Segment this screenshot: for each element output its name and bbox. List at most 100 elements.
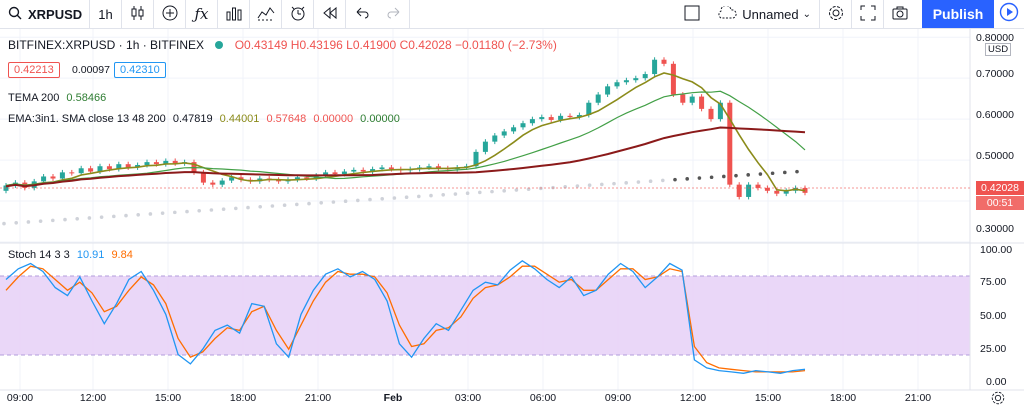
- tema-dot: [307, 201, 311, 206]
- candle-body: [689, 96, 695, 103]
- candle-body: [294, 177, 300, 180]
- publish-button[interactable]: Publish: [922, 0, 994, 28]
- candle-body: [210, 182, 216, 185]
- candle-body: [482, 141, 488, 152]
- sell-price-box[interactable]: 0.42213: [8, 62, 60, 78]
- buy-price-box[interactable]: 0.42310: [114, 62, 166, 78]
- candle-body: [78, 168, 84, 174]
- tema-dot: [795, 169, 799, 174]
- stoch-tick-4: 0.00: [986, 376, 1007, 388]
- settings-button[interactable]: [820, 0, 852, 28]
- tema-dot: [502, 189, 507, 193]
- tema-legend: TEMA 200 0.58466: [8, 92, 106, 104]
- candle-body: [370, 169, 376, 172]
- time-label: 12:00: [679, 392, 707, 404]
- symbol-label: XRPUSD: [28, 6, 83, 22]
- play-button[interactable]: [994, 2, 1024, 27]
- candle-body: [783, 190, 789, 194]
- tema-dot: [392, 196, 397, 200]
- tema-dot: [51, 218, 55, 223]
- candle-body: [106, 166, 112, 170]
- compare-button[interactable]: [250, 0, 282, 28]
- candle-body: [153, 162, 159, 165]
- stoch-tick-2: 50.00: [980, 310, 1007, 322]
- tema-dot: [221, 207, 226, 211]
- tema-dot: [575, 184, 580, 188]
- top-toolbar: XRPUSD 1h ƒx Unnamed ⌄ Publis: [0, 0, 1024, 29]
- candle-body: [360, 169, 366, 172]
- candle-body: [623, 80, 629, 83]
- indicators-button[interactable]: ƒx: [186, 0, 218, 28]
- close-value: C0.42028: [399, 38, 452, 52]
- time-label: 21:00: [304, 392, 332, 404]
- bars-icon: [225, 4, 243, 25]
- stoch-d-value: 9.84: [111, 249, 133, 261]
- candle-body: [633, 78, 639, 81]
- tema-dot: [661, 178, 665, 183]
- candle-body: [605, 86, 611, 95]
- time-label: 18:00: [229, 392, 257, 404]
- chart-type-button[interactable]: [122, 0, 154, 28]
- candle-body: [558, 115, 564, 120]
- time-label: 15:00: [754, 392, 782, 404]
- layout-icon: [683, 4, 701, 25]
- layout-name-button[interactable]: Unnamed ⌄: [708, 0, 820, 28]
- layout-button[interactable]: [676, 0, 708, 28]
- sma13-line: [5, 72, 806, 192]
- redo-button[interactable]: [378, 0, 410, 28]
- ema-label: EMA:3in1. SMA close 13 48 200: [8, 113, 166, 125]
- candle-body: [238, 177, 244, 180]
- symbol-title: BITFINEX:XRPUSD · 1h · BITFINEX: [8, 38, 205, 52]
- candle-body: [332, 172, 338, 175]
- last-price-tag: 0.42028: [976, 181, 1024, 195]
- time-label: 21:00: [904, 392, 932, 404]
- candle-body: [163, 160, 169, 165]
- symbol-search-button[interactable]: XRPUSD: [0, 0, 90, 28]
- candles-icon: [129, 4, 147, 25]
- candle-body: [219, 180, 225, 185]
- chart-settings-button[interactable]: [990, 390, 1006, 411]
- alert-icon: [289, 4, 307, 25]
- candle-body: [746, 184, 752, 197]
- chevron-down-icon: ⌄: [802, 8, 811, 20]
- interval-button[interactable]: 1h: [90, 0, 122, 28]
- stoch-legend: Stoch 14 3 3 10.91 9.84: [8, 249, 133, 261]
- layout-name-label: Unnamed: [742, 6, 799, 22]
- candle-body: [727, 102, 733, 185]
- add-button[interactable]: [154, 0, 186, 28]
- alert-button[interactable]: [282, 0, 314, 28]
- bars-button[interactable]: [218, 0, 250, 28]
- fullscreen-button[interactable]: [852, 0, 884, 28]
- candle-body: [548, 117, 554, 120]
- currency-label[interactable]: USD: [985, 43, 1012, 56]
- tema-dot: [38, 219, 43, 223]
- candle-body: [717, 102, 723, 120]
- undo-button[interactable]: [346, 0, 378, 28]
- price-tick-2: 0.60000: [976, 109, 1014, 121]
- replay-button[interactable]: [314, 0, 346, 28]
- stoch-label: Stoch 14 3 3: [8, 249, 70, 261]
- indicators-icon: ƒx: [194, 5, 209, 23]
- stoch-tick-1: 75.00: [980, 276, 1007, 288]
- tema-dot: [197, 208, 201, 213]
- redo-icon: [385, 4, 403, 25]
- time-label: 12:00: [79, 392, 107, 404]
- tema-dot: [697, 176, 702, 180]
- candle-body: [388, 167, 394, 170]
- tema-dot: [63, 217, 67, 222]
- tema-dot: [600, 182, 604, 187]
- candle-body: [144, 162, 150, 165]
- tema-dot: [453, 192, 458, 196]
- candle-body: [520, 123, 526, 128]
- tema-dot: [380, 197, 385, 201]
- candle-body: [652, 59, 658, 75]
- tema-dot: [343, 199, 348, 204]
- tema-dot: [246, 205, 250, 210]
- cloud-icon: [716, 4, 738, 23]
- tema-dot: [124, 213, 128, 218]
- candle-body: [200, 172, 206, 183]
- countdown-tag: 00:51: [976, 196, 1024, 210]
- snapshot-button[interactable]: [884, 0, 916, 28]
- candle-body: [511, 127, 517, 132]
